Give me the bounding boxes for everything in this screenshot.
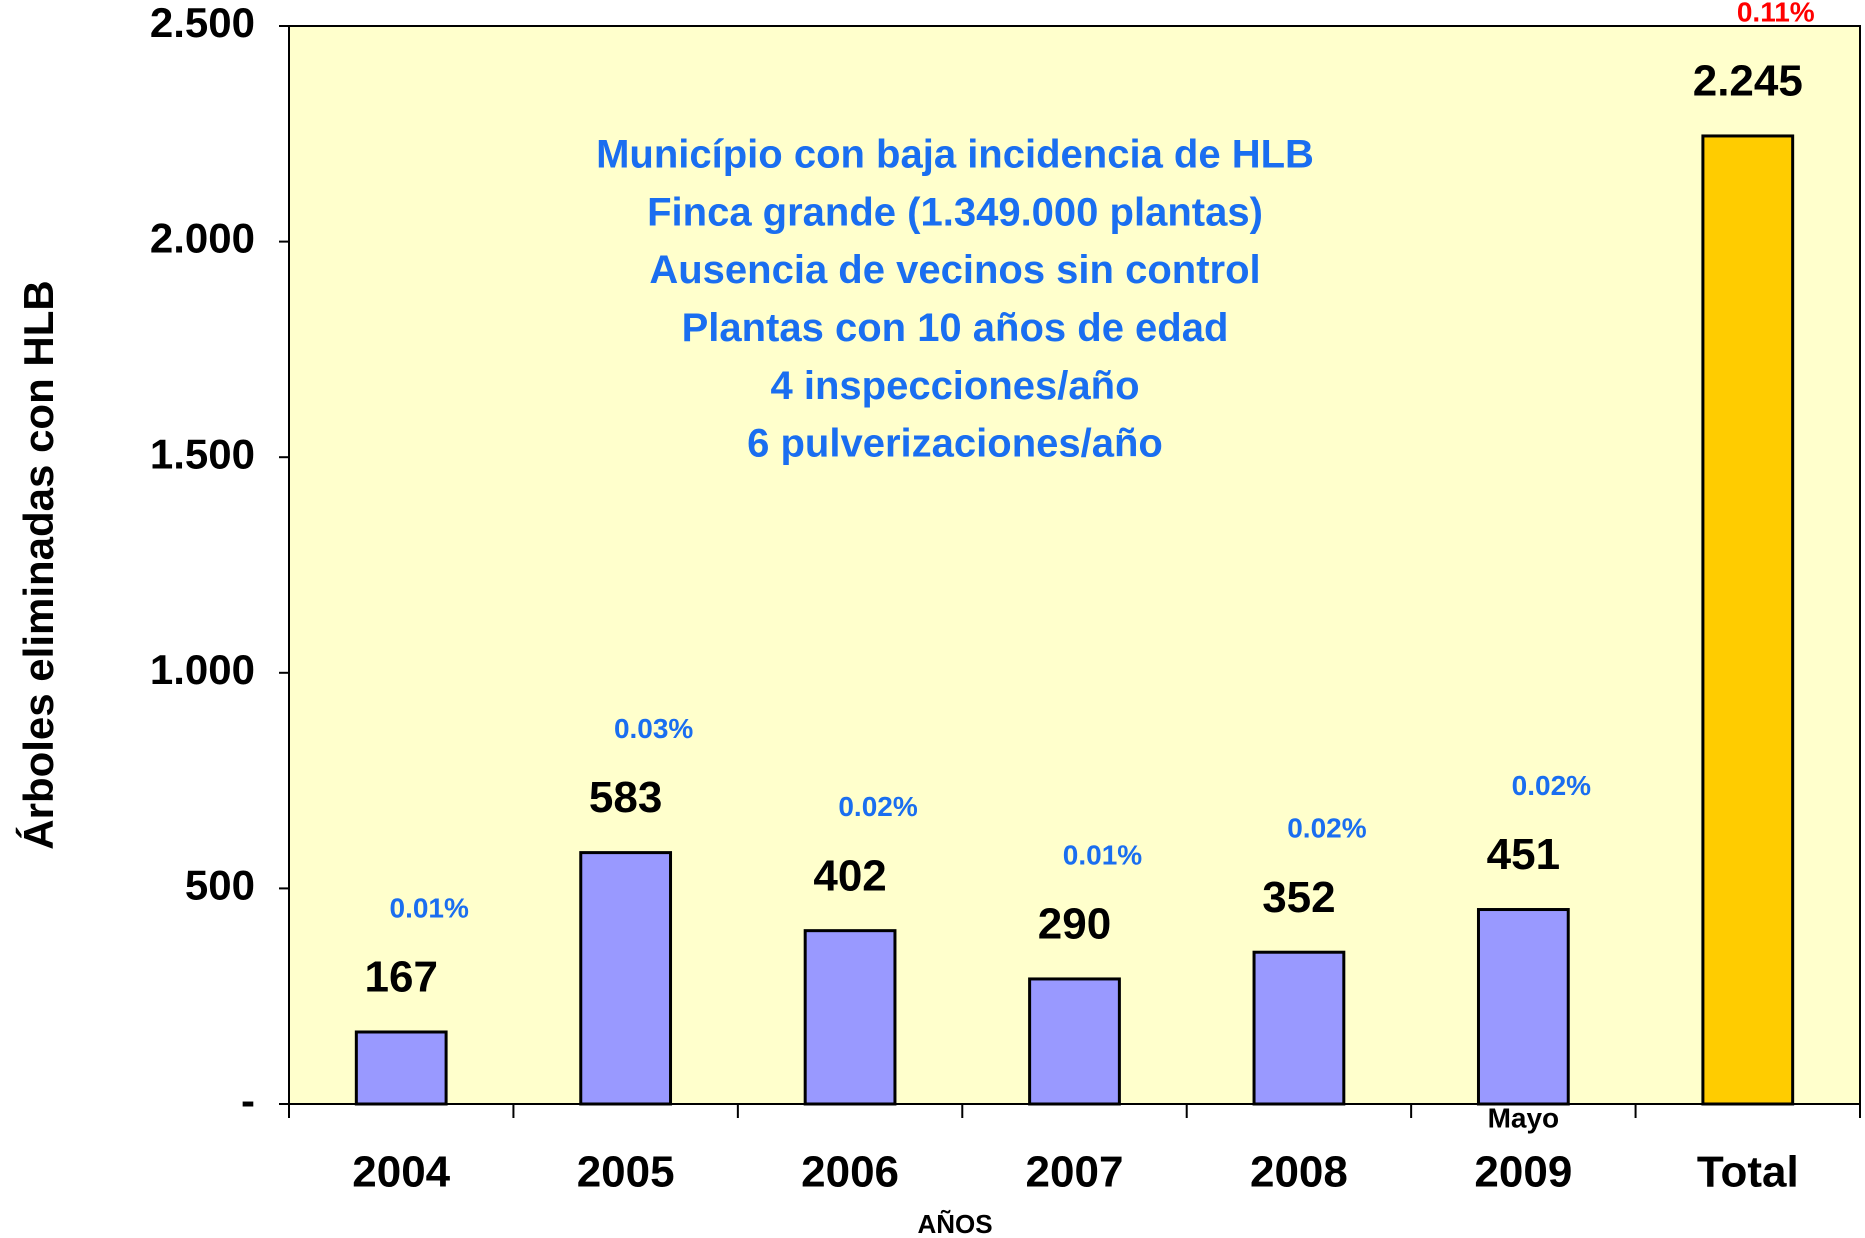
y-axis-label: Árboles eliminadas con HLB bbox=[15, 280, 62, 849]
x-tick-label: 2008 bbox=[1250, 1148, 1348, 1197]
percent-label: 0.11% bbox=[1737, 0, 1815, 27]
x-tick-label: 2004 bbox=[352, 1148, 450, 1197]
y-tick-label: 1.500 bbox=[150, 430, 255, 477]
bar bbox=[803, 929, 897, 1106]
annotation: 6 pulverizaciones/año bbox=[747, 422, 1163, 466]
category-note: Mayo bbox=[1488, 1102, 1560, 1133]
x-tick-label: 2005 bbox=[577, 1148, 675, 1197]
bar bbox=[1701, 134, 1795, 1106]
value-label: 402 bbox=[813, 851, 886, 900]
annotation: Finca grande (1.349.000 plantas) bbox=[647, 190, 1263, 234]
bar bbox=[1252, 950, 1346, 1106]
percent-label: 0.02% bbox=[1287, 813, 1366, 844]
value-label: 167 bbox=[365, 953, 438, 1002]
bar bbox=[1476, 908, 1570, 1106]
percent-label: 0.03% bbox=[614, 713, 693, 744]
annotation: Município con baja incidencia de HLB bbox=[596, 133, 1314, 177]
y-tick-label: 1.000 bbox=[150, 646, 255, 693]
percent-label: 0.02% bbox=[1512, 770, 1591, 801]
value-label: 352 bbox=[1262, 873, 1335, 922]
y-tick-label: 500 bbox=[185, 861, 255, 908]
annotation: Ausencia de vecinos sin control bbox=[649, 248, 1260, 292]
annotation: Plantas con 10 años de edad bbox=[682, 306, 1229, 350]
y-tick-label: 2.000 bbox=[150, 215, 255, 262]
bar bbox=[354, 1030, 448, 1106]
plot-area bbox=[288, 25, 1861, 1105]
bar bbox=[579, 851, 673, 1106]
value-label: 290 bbox=[1038, 900, 1111, 949]
y-tick-label: 2.500 bbox=[150, 0, 255, 46]
x-tick-label: 2006 bbox=[801, 1148, 899, 1197]
x-tick-label: Total bbox=[1697, 1148, 1799, 1197]
x-axis-label: AÑOS bbox=[917, 1209, 992, 1238]
annotation: 4 inspecciones/año bbox=[770, 364, 1139, 408]
x-tick-label: 2009 bbox=[1474, 1148, 1572, 1197]
bar bbox=[1028, 977, 1121, 1106]
percent-label: 0.01% bbox=[390, 892, 469, 923]
value-label: 451 bbox=[1487, 830, 1560, 879]
percent-label: 0.02% bbox=[838, 791, 917, 822]
percent-label: 0.01% bbox=[1063, 839, 1142, 870]
value-label: 583 bbox=[589, 773, 662, 822]
value-label: 2.245 bbox=[1693, 57, 1803, 106]
y-tick-label: - bbox=[241, 1077, 255, 1124]
x-tick-label: 2007 bbox=[1026, 1148, 1124, 1197]
